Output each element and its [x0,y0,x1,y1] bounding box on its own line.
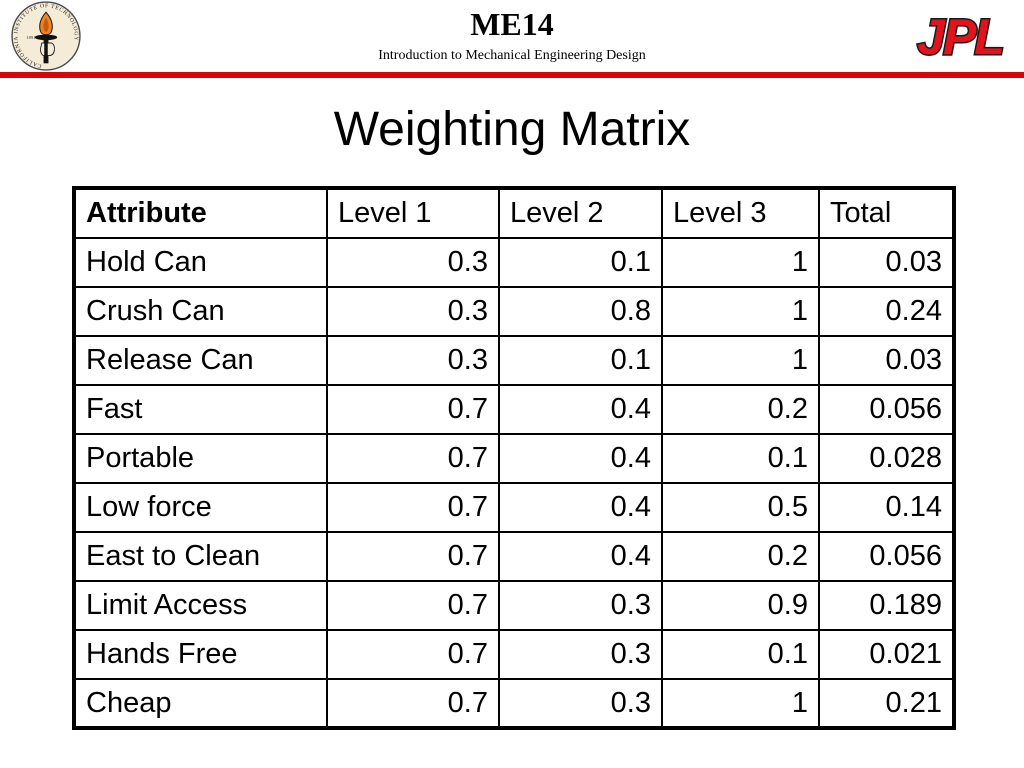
value-cell: 0.3 [326,286,500,337]
page-title: Weighting Matrix [333,103,691,156]
value-cell: 0.4 [498,531,663,582]
value-cell: 0.189 [818,580,955,631]
value-cell: 0.24 [818,286,955,337]
value-cell: 0.7 [326,580,500,631]
value-cell: 0.4 [498,433,663,484]
column-header-attribute: Attribute [73,187,328,239]
table-row: East to Clean 0.7 0.4 0.2 0.056 [73,531,955,582]
value-cell: 0.4 [498,482,663,533]
value-cell: 0.3 [498,580,663,631]
value-cell: 0.14 [818,482,955,533]
value-cell: 0.028 [818,433,955,484]
course-code: ME14 [470,6,554,42]
attribute-cell: Portable [73,433,328,484]
table-row: Portable 0.7 0.4 0.1 0.028 [73,433,955,484]
value-cell: 0.4 [498,384,663,435]
value-cell: 0.1 [661,629,820,680]
value-cell: 0.8 [498,286,663,337]
slide-header: CALIFORNIA INSTITUTE OF TECHNOLOGY 1891 … [0,0,1024,72]
jpl-logo-text: JPL [917,9,1003,65]
value-cell: 0.03 [818,335,955,386]
value-cell: 0.7 [326,482,500,533]
weighting-matrix-table: Attribute Level 1 Level 2 Level 3 Total Hold… [72,186,956,730]
value-cell: 0.3 [326,237,500,288]
value-cell: 0.7 [326,629,500,680]
value-cell: 0.021 [818,629,955,680]
table-row: Fast 0.7 0.4 0.2 0.056 [73,384,955,435]
value-cell: 0.7 [326,384,500,435]
value-cell: 0.7 [326,678,500,729]
table-row: Cheap 0.7 0.3 1 0.21 [73,678,955,729]
value-cell: 0.7 [326,531,500,582]
value-cell: 0.7 [326,433,500,484]
value-cell: 1 [661,335,820,386]
value-cell: 1 [661,237,820,288]
attribute-cell: Hold Can [73,237,328,288]
torch-handle-overlay [44,41,48,57]
value-cell: 0.9 [661,580,820,631]
seal-year-text: 1891 [26,35,35,40]
attribute-cell: Crush Can [73,286,328,337]
table-row: Hands Free 0.7 0.3 0.1 0.021 [73,629,955,680]
attribute-cell: Limit Access [73,580,328,631]
table-row: Limit Access 0.7 0.3 0.9 0.189 [73,580,955,631]
column-header-total: Total [818,187,955,239]
table-row: Low force 0.7 0.4 0.5 0.14 [73,482,955,533]
attribute-cell: Hands Free [73,629,328,680]
value-cell: 0.2 [661,531,820,582]
value-cell: 0.5 [661,482,820,533]
torch-dish-icon [34,34,58,41]
red-divider-line [0,72,1024,78]
table-row: Release Can 0.3 0.1 1 0.03 [73,335,955,386]
value-cell: 0.3 [498,629,663,680]
table-row: Crush Can 0.3 0.8 1 0.24 [73,286,955,337]
value-cell: 0.1 [498,335,663,386]
value-cell: 0.21 [818,678,955,729]
table-header-row: Attribute Level 1 Level 2 Level 3 Total [73,187,955,239]
value-cell: 1 [661,678,820,729]
value-cell: 0.3 [498,678,663,729]
jpl-logo-icon: JPL [916,8,1007,67]
value-cell: 0.3 [326,335,500,386]
column-header-level-1: Level 1 [326,187,500,239]
table-row: Hold Can 0.3 0.1 1 0.03 [73,237,955,288]
value-cell: 0.2 [661,384,820,435]
course-title: Introduction to Mechanical Engineering D… [378,48,646,63]
column-header-level-2: Level 2 [498,187,663,239]
value-cell: 0.03 [818,237,955,288]
attribute-cell: East to Clean [73,531,328,582]
value-cell: 1 [661,286,820,337]
attribute-cell: Low force [73,482,328,533]
value-cell: 0.1 [661,433,820,484]
column-header-level-3: Level 3 [661,187,820,239]
table-body: Hold Can 0.3 0.1 1 0.03 Crush Can 0.3 0.8 1 0.24 R… [73,237,955,729]
attribute-cell: Cheap [73,678,328,729]
value-cell: 0.056 [818,384,955,435]
value-cell: 0.056 [818,531,955,582]
value-cell: 0.1 [498,237,663,288]
torch-flame-inner [43,17,49,32]
caltech-seal-icon: CALIFORNIA INSTITUTE OF TECHNOLOGY 1891 [11,1,81,71]
attribute-cell: Release Can [73,335,328,386]
attribute-cell: Fast [73,384,328,435]
